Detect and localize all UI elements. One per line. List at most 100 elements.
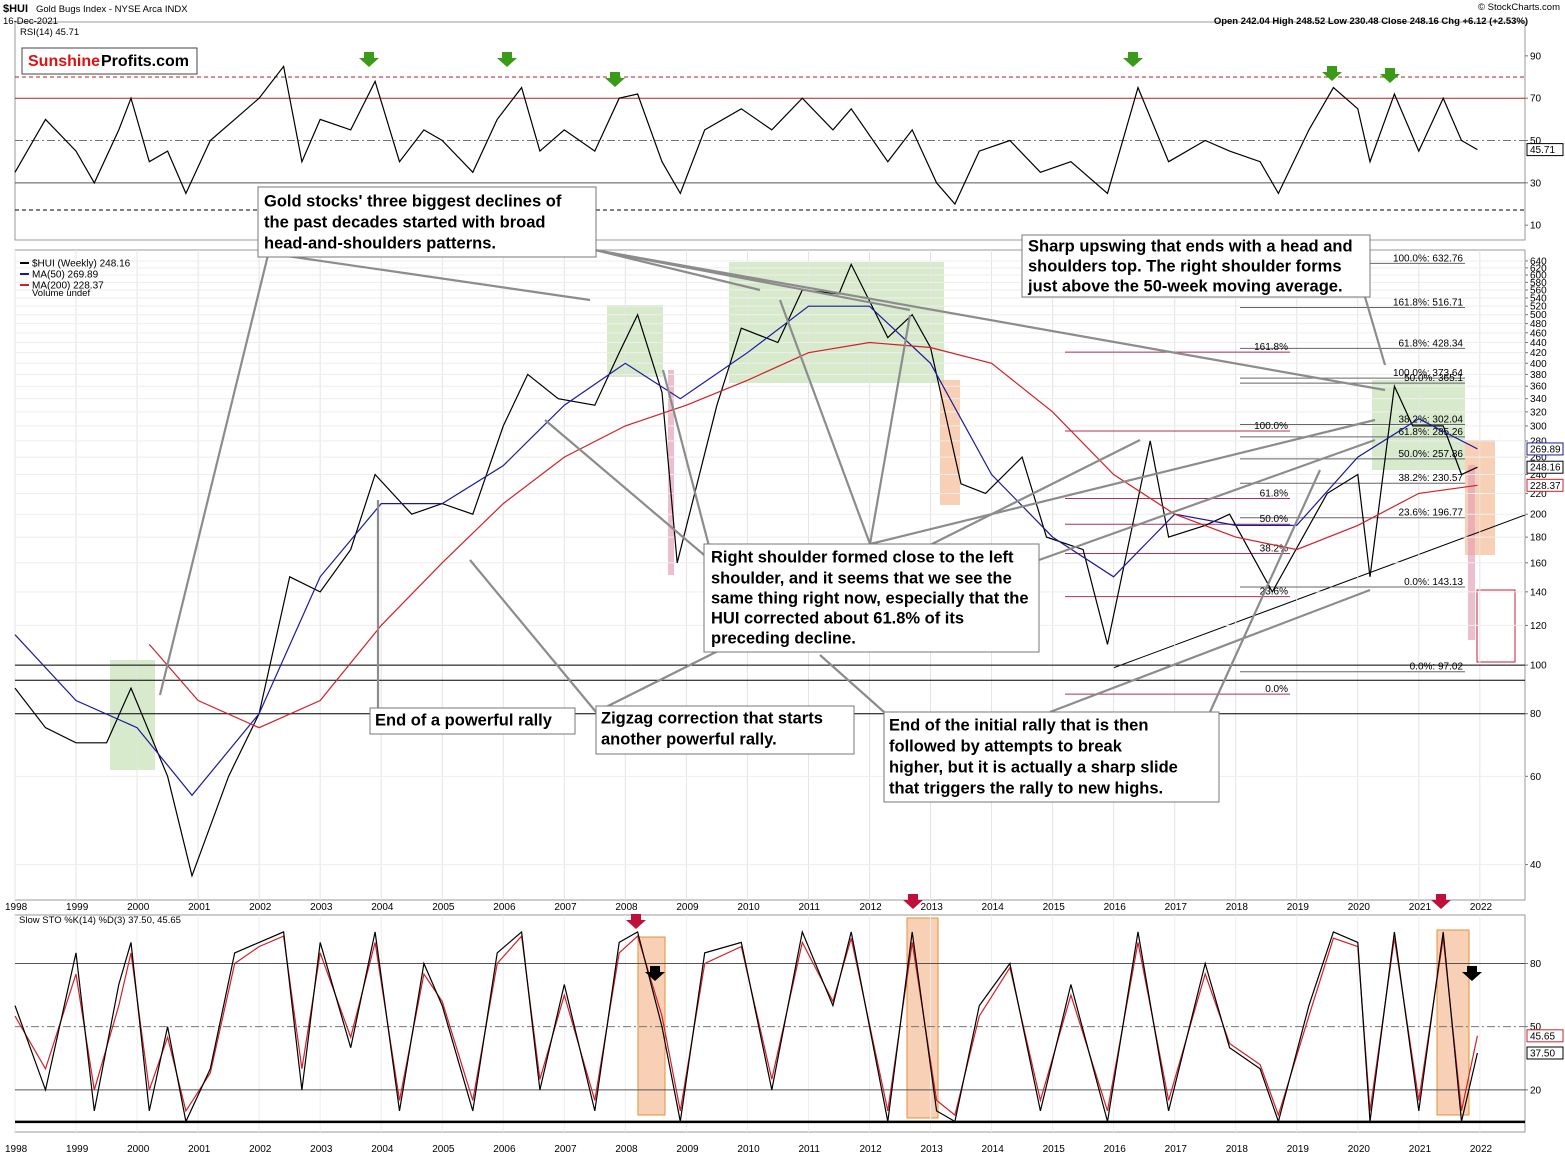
x-tick-label: 2005 xyxy=(432,1144,455,1155)
x-tick-label: 1999 xyxy=(66,1144,89,1155)
annotation-text: Right shoulder formed close to the left xyxy=(711,548,1014,566)
x-tick-label: 2001 xyxy=(188,902,211,913)
y-tick-label: 70 xyxy=(1530,94,1542,105)
callout xyxy=(1363,296,1387,366)
fib-label: 161.8% xyxy=(1254,342,1288,353)
y-tick-label: 240 xyxy=(1530,470,1547,481)
y-tick-label: 80 xyxy=(1530,959,1542,970)
date: 16-Dec-2021 xyxy=(3,16,58,27)
annotation-text: followed by attempts to break xyxy=(889,737,1123,755)
x-tick-label: 2013 xyxy=(921,1144,944,1155)
x-tick-label: 2017 xyxy=(1165,1144,1188,1155)
y-tick-label: 320 xyxy=(1530,407,1547,418)
x-tick-label: 2006 xyxy=(493,902,516,913)
y-tick-label: 10 xyxy=(1530,221,1542,232)
fib-label: 61.8%: 285.26 xyxy=(1399,427,1464,438)
sto-zone xyxy=(1436,929,1470,1116)
fib-label: 23.6%: 196.77 xyxy=(1399,508,1464,519)
series-line xyxy=(148,341,1478,729)
x-tick-label: 2022 xyxy=(1470,902,1493,913)
annotation-text: HUI corrected about 61.8% of its xyxy=(711,609,964,627)
x-tick-label: 2019 xyxy=(1287,902,1310,913)
fib-label: 50.0% xyxy=(1260,514,1288,525)
last-value-label: 248.16 xyxy=(1530,463,1561,474)
decline-zone xyxy=(1468,465,1475,640)
series-line xyxy=(14,305,1478,797)
y-tick-label: 360 xyxy=(1530,382,1547,393)
x-tick-label: 2004 xyxy=(371,1144,394,1155)
y-tick-label: 40 xyxy=(1530,860,1542,871)
last-value-tag xyxy=(1526,478,1564,492)
annotation-box xyxy=(595,705,855,755)
legend-label: MA(200) 228.37 xyxy=(32,281,104,292)
x-tick-label: 2000 xyxy=(127,1144,150,1155)
annotation-box xyxy=(883,711,1220,803)
annotation-text: shoulders top. The right shoulder forms xyxy=(1028,257,1342,275)
legend-label: MA(50) 269.89 xyxy=(32,270,99,281)
x-tick-label: 2001 xyxy=(188,1144,211,1155)
logo-right: Profits.com xyxy=(101,53,189,70)
annotation-text: shoulder, and it seems that we see the xyxy=(711,569,1012,587)
x-tick-label: 2008 xyxy=(615,902,638,913)
last-value-label: 45.71 xyxy=(1530,145,1555,156)
x-tick-label: 2008 xyxy=(615,1144,638,1155)
y-tick-label: 580 xyxy=(1530,278,1547,289)
fib-label: 100.0%: 373.64 xyxy=(1393,368,1463,379)
y-tick-label: 160 xyxy=(1530,558,1547,569)
x-tick-label: 2014 xyxy=(982,902,1005,913)
arrows xyxy=(359,52,1482,981)
last-value-label: 269.89 xyxy=(1530,444,1561,455)
logo-left: Sunshine xyxy=(28,53,100,70)
y-tick-label: 50 xyxy=(1530,136,1542,147)
fib-label: 0.0%: 143.13 xyxy=(1404,577,1463,588)
callouts xyxy=(158,248,1387,714)
fib-label: 23.6% xyxy=(1260,587,1288,598)
legend-extra: Volume undef xyxy=(32,288,90,299)
callout xyxy=(544,299,1376,562)
x-tick-label: 2003 xyxy=(310,1144,333,1155)
fib-label: 100.0%: 632.76 xyxy=(1393,253,1463,264)
annotation-text: Sharp upswing that ends with a head and xyxy=(1028,237,1353,255)
ticker: $HUI xyxy=(3,3,28,15)
x-tick-label: 2013 xyxy=(921,902,944,913)
y-tick-label: 200 xyxy=(1530,510,1547,521)
series-line xyxy=(14,929,1478,1124)
x-tick-label: 2015 xyxy=(1043,902,1066,913)
annotation-box xyxy=(703,543,1040,653)
y-tick-label: 400 xyxy=(1530,359,1547,370)
y-tick-label: 620 xyxy=(1530,263,1547,274)
signal-arrow xyxy=(359,52,1400,87)
annotation-text: Gold stocks' three biggest declines of xyxy=(264,192,562,210)
x-tick-label: 2009 xyxy=(676,902,699,913)
annotation-box xyxy=(369,707,576,735)
x-tick-label: 2012 xyxy=(859,902,882,913)
x-tick-label: 2010 xyxy=(737,902,760,913)
x-tick-label: 2016 xyxy=(1104,902,1127,913)
y-tick-label: 50 xyxy=(1530,1022,1542,1033)
annotation-text: just above the 50-week moving average. xyxy=(1027,277,1343,295)
x-tick-label: 2002 xyxy=(249,1144,272,1155)
hs-zone xyxy=(110,660,155,770)
x-tick-label: 2000 xyxy=(127,902,150,913)
y-tick-label: 420 xyxy=(1530,348,1547,359)
annotation-text: End of the initial rally that is then xyxy=(889,716,1148,734)
x-tick-label: 2006 xyxy=(493,1144,516,1155)
x-tick-label: 1999 xyxy=(66,902,89,913)
rsi-title: RSI(14) 45.71 xyxy=(20,27,79,38)
fib-label: 0.0%: 97.02 xyxy=(1410,662,1464,673)
y-tick-label: 260 xyxy=(1530,453,1547,464)
x-tick-label: 2005 xyxy=(432,902,455,913)
series-line xyxy=(14,262,1478,878)
y-tick-label: 560 xyxy=(1530,286,1547,297)
annotation-text: the past decades started with broad xyxy=(264,213,545,231)
y-tick-label: 440 xyxy=(1530,338,1547,349)
series-line xyxy=(14,64,1478,206)
last-value-tag xyxy=(1526,1046,1564,1060)
y-tick-label: 220 xyxy=(1530,489,1547,500)
x-tick-label: 2021 xyxy=(1409,902,1432,913)
rsi-panel xyxy=(14,21,1526,241)
annotation: Right shoulder formed close to the left … xyxy=(703,543,1040,653)
last-value-tag xyxy=(1526,1029,1564,1043)
last-value-tag xyxy=(1526,143,1564,157)
quote: Open 242.04 High 248.52 Low 230.48 Close… xyxy=(1214,16,1528,27)
